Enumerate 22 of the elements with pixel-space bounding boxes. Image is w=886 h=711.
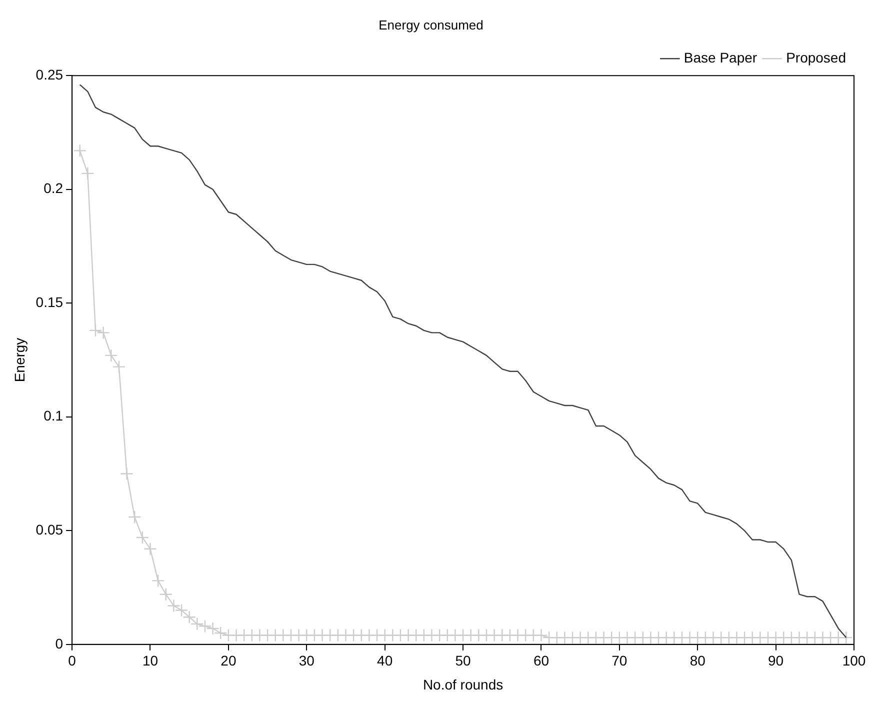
x-tick-label: 60 [533, 652, 550, 669]
x-tick-label: 10 [142, 652, 158, 669]
legend-label: Proposed [786, 49, 846, 66]
y-tick-label: 0.05 [36, 522, 64, 538]
y-axis-title: Energy [11, 338, 28, 382]
x-tick-label: 50 [455, 652, 472, 669]
y-tick-label: 0.25 [36, 66, 64, 82]
chart-title: Energy consumed [378, 17, 484, 32]
x-tick-label: 90 [768, 652, 784, 669]
x-tick-label: 40 [377, 652, 393, 669]
x-tick-label: 30 [298, 652, 315, 669]
y-tick-label: 0.1 [44, 408, 64, 424]
y-tick-label: 0.2 [44, 180, 64, 196]
x-tick-label: 80 [690, 652, 706, 669]
x-tick-label: 0 [68, 652, 76, 669]
y-tick-label: 0.15 [36, 294, 64, 310]
legend-label: Base Paper [684, 49, 758, 66]
x-tick-label: 100 [842, 652, 866, 669]
y-tick-label: 0 [55, 635, 64, 652]
x-tick-label: 70 [612, 652, 628, 669]
x-tick-label: 20 [220, 652, 236, 669]
x-axis-title: No.of rounds [422, 676, 504, 692]
